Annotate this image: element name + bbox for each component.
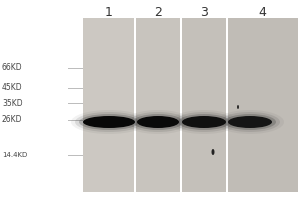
Ellipse shape bbox=[174, 112, 234, 132]
Ellipse shape bbox=[75, 112, 143, 132]
Ellipse shape bbox=[182, 116, 226, 128]
Bar bbox=[135, 18, 181, 192]
Ellipse shape bbox=[129, 112, 187, 132]
Ellipse shape bbox=[170, 110, 238, 134]
Bar bbox=[181, 18, 227, 192]
Text: 45KD: 45KD bbox=[2, 84, 22, 92]
Text: 26KD: 26KD bbox=[2, 116, 22, 124]
Text: 1: 1 bbox=[105, 5, 113, 19]
Ellipse shape bbox=[224, 114, 276, 130]
Text: 35KD: 35KD bbox=[2, 98, 22, 108]
Text: 3: 3 bbox=[200, 5, 208, 19]
Text: 2: 2 bbox=[154, 5, 162, 19]
Bar bbox=[180, 18, 182, 192]
Ellipse shape bbox=[220, 112, 280, 132]
Ellipse shape bbox=[178, 114, 230, 130]
Ellipse shape bbox=[237, 105, 239, 109]
Ellipse shape bbox=[216, 110, 284, 134]
Bar bbox=[227, 18, 298, 192]
Ellipse shape bbox=[79, 114, 139, 130]
Bar bbox=[226, 18, 228, 192]
Ellipse shape bbox=[228, 116, 272, 128]
Bar bbox=[134, 18, 136, 192]
Text: 66KD: 66KD bbox=[2, 64, 22, 72]
Ellipse shape bbox=[71, 110, 147, 134]
Ellipse shape bbox=[137, 116, 179, 128]
Ellipse shape bbox=[212, 149, 214, 155]
Ellipse shape bbox=[125, 110, 191, 134]
Text: 4: 4 bbox=[259, 5, 266, 19]
Ellipse shape bbox=[83, 116, 135, 128]
Bar bbox=[83, 18, 135, 192]
Text: 14.4KD: 14.4KD bbox=[2, 152, 27, 158]
Ellipse shape bbox=[133, 114, 183, 130]
